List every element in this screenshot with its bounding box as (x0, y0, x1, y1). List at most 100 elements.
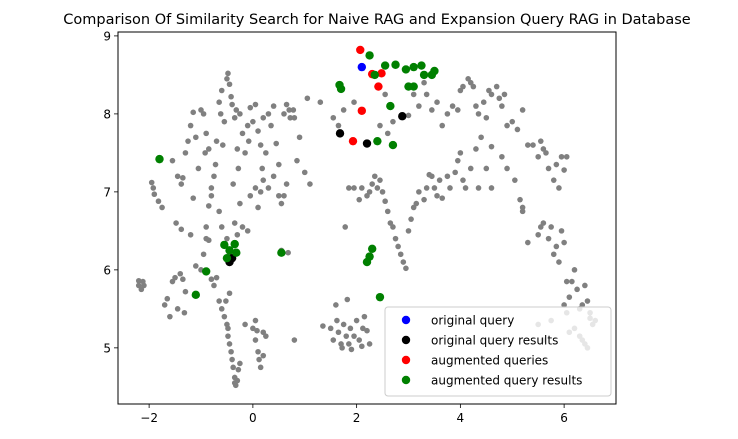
data-point-background (174, 173, 181, 180)
data-point-background (436, 177, 443, 183)
data-point-series-4 (409, 82, 418, 91)
data-point-background (556, 259, 562, 265)
data-point-background (174, 306, 181, 312)
data-point-background (159, 204, 165, 211)
data-point-background (235, 165, 242, 172)
data-point-background (167, 313, 173, 320)
data-point-series-4 (373, 136, 382, 146)
data-point-background (190, 195, 197, 201)
data-point-background (364, 327, 370, 334)
data-point-background (226, 81, 233, 88)
data-point-background (475, 185, 482, 191)
data-point-background (216, 99, 222, 105)
data-point-background (221, 313, 228, 320)
data-point-background (382, 198, 388, 205)
data-point-background (475, 111, 482, 117)
data-point-background (342, 224, 349, 230)
data-point-background (340, 321, 347, 328)
data-point-background (553, 161, 560, 168)
data-point-background (190, 109, 197, 116)
data-point-background (390, 118, 396, 125)
data-point-series-3 (348, 136, 358, 146)
data-point-background (257, 142, 264, 148)
data-point-background (347, 325, 354, 332)
data-point-series-4 (220, 240, 229, 250)
data-point-background (193, 134, 199, 141)
data-point-background (405, 112, 412, 119)
data-point-background (558, 153, 565, 160)
data-point-background (561, 167, 567, 173)
data-point-background (483, 114, 490, 121)
data-point-background (286, 107, 292, 113)
data-point-background (213, 138, 220, 144)
data-point-background (563, 278, 570, 285)
plot-frame (117, 31, 617, 405)
data-point-background (537, 138, 544, 144)
data-point-background (173, 220, 179, 226)
data-point-background (255, 204, 261, 211)
data-point-background (141, 282, 147, 289)
data-point-background (260, 177, 267, 183)
legend-label: augmented queries (431, 354, 548, 368)
data-point-series-2 (398, 112, 407, 121)
data-point-background (208, 276, 215, 283)
y-axis: 5 6 7 8 9 (103, 29, 118, 355)
data-point-background (135, 277, 142, 284)
data-point-background (235, 366, 242, 373)
data-point-background (512, 177, 518, 183)
data-point-background (392, 235, 399, 242)
legend-marker (401, 375, 411, 385)
data-point-background (359, 343, 365, 350)
legend-marker (401, 315, 411, 325)
data-point-series-3 (377, 69, 386, 78)
data-point-background (237, 200, 243, 207)
data-point-background (366, 341, 373, 347)
data-point-background (256, 356, 262, 363)
data-point-background (525, 239, 531, 246)
data-point-background (250, 325, 256, 332)
data-point-background (208, 192, 215, 199)
data-point-background (234, 146, 241, 152)
data-point-background (379, 189, 386, 195)
data-point-background (356, 337, 363, 343)
data-point-background (205, 237, 212, 244)
data-point-background (216, 208, 222, 215)
data-point-series-4 (362, 257, 372, 267)
data-point-background (164, 295, 171, 302)
data-point-background (225, 325, 231, 332)
data-point-background (169, 157, 176, 164)
data-point-background (281, 111, 287, 117)
data-point-background (320, 323, 326, 329)
data-point-background (416, 103, 422, 109)
data-point-background (574, 286, 580, 293)
data-point-background (203, 130, 209, 137)
data-point-background (150, 185, 157, 191)
x-tick-label: −2 (140, 411, 158, 425)
data-point-background (231, 114, 238, 121)
data-point-background (519, 208, 526, 215)
data-point-background (509, 118, 516, 125)
data-point-background (421, 79, 427, 86)
data-point-background (182, 288, 189, 295)
data-point-background (233, 107, 240, 113)
x-tick-label: 2 (353, 411, 361, 425)
data-point-background (561, 239, 567, 246)
data-point-background (470, 83, 477, 90)
data-point-background (530, 142, 536, 148)
data-point-background (177, 270, 184, 277)
data-point-background (360, 325, 366, 332)
data-point-background (247, 192, 254, 199)
data-point-background (454, 107, 461, 113)
data-point-background (366, 189, 373, 195)
data-point-background (334, 317, 340, 324)
data-point-background (283, 181, 290, 187)
data-point-background (263, 333, 269, 339)
data-point-background (553, 243, 560, 250)
data-point-background (291, 337, 298, 343)
x-tick-label: 4 (457, 411, 465, 425)
data-point-background (212, 161, 219, 168)
data-point-background (230, 181, 236, 187)
data-point-background (335, 122, 342, 129)
data-point-background (195, 165, 202, 172)
